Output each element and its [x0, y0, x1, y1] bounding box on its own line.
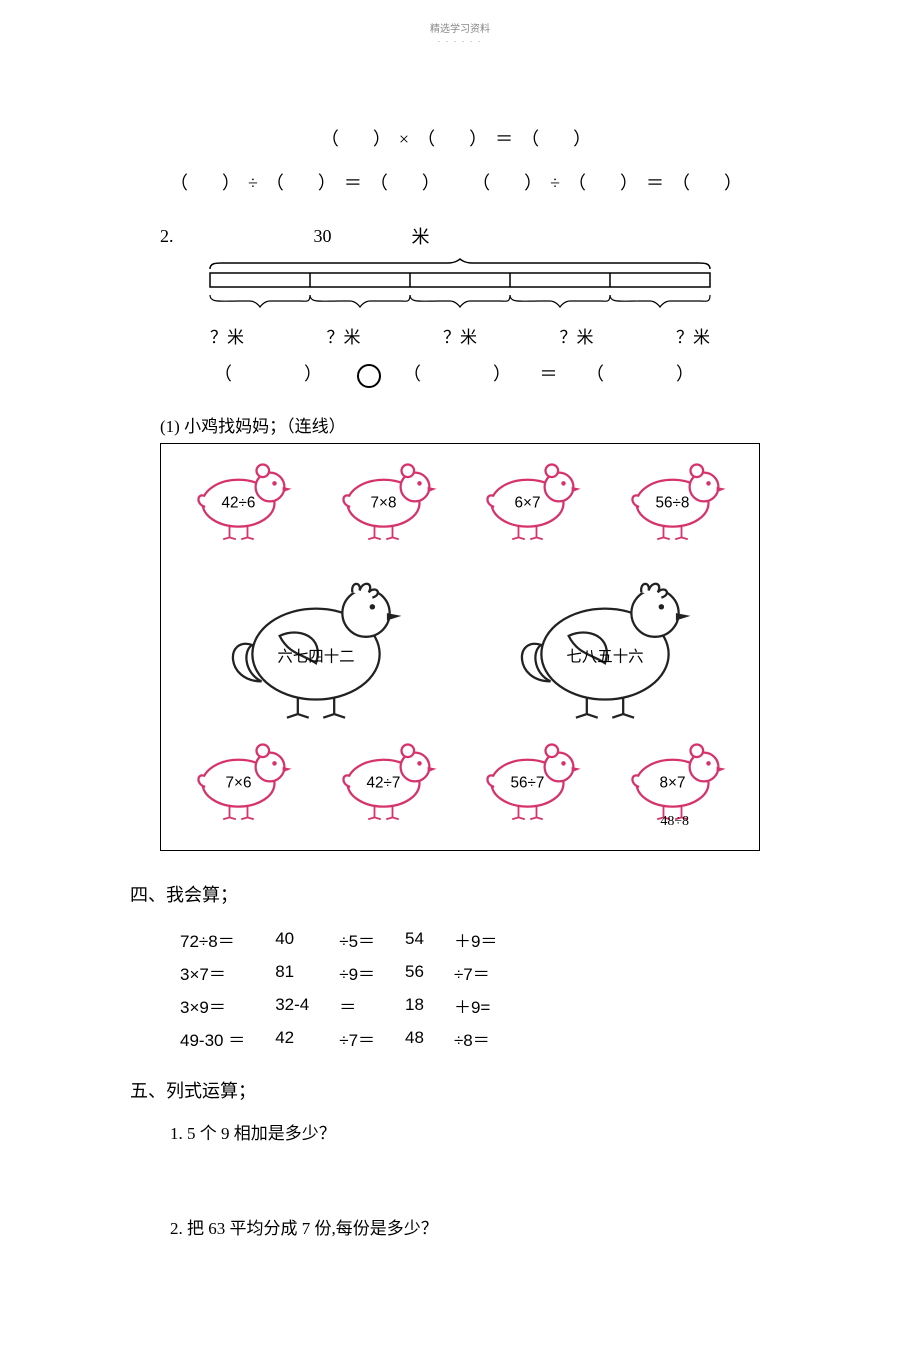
calc-cell: 72÷8＝	[180, 923, 275, 956]
q2-total: 30	[314, 226, 332, 247]
word-problem-1: 1. 5 个 9 相加是多少？	[160, 1119, 760, 1144]
hen-item: 六七四十二	[216, 560, 416, 730]
calc-cell: 3×7＝	[180, 956, 275, 989]
eq-sign: ＝	[540, 364, 570, 384]
calc-cell: 56	[405, 956, 454, 989]
svg-text:56÷8: 56÷8	[655, 495, 689, 512]
calc-cell: 54	[405, 923, 454, 956]
svg-text:7×6: 7×6	[226, 775, 252, 792]
chick-item: 7×8	[333, 460, 443, 550]
header-sub: - - - - - -	[0, 37, 920, 45]
calc-cell: ＋9=	[454, 989, 527, 1022]
chick-item: 6×7	[477, 460, 587, 550]
seg-label-3: ？米	[443, 323, 477, 348]
section5-title: 五、列式运算；	[130, 1077, 760, 1103]
seg-label-4: ？米	[560, 323, 594, 348]
eq-mult: （ ）×（ ）＝（ ）	[160, 125, 760, 151]
svg-text:42÷6: 42÷6	[222, 495, 256, 512]
calc-cell: 42	[275, 1022, 339, 1055]
calc-cell: 48	[405, 1022, 454, 1055]
seg-label-5: ？米	[676, 323, 710, 348]
svg-text:56÷7: 56÷7	[511, 775, 545, 792]
calc-cell: 18	[405, 989, 454, 1022]
calc-cell: 49-30 ＝	[180, 1022, 275, 1055]
chick-item: 7×6	[188, 740, 298, 830]
calc-cell: ÷7＝	[454, 956, 527, 989]
seg-label-1: ？米	[210, 323, 244, 348]
operator-circle	[357, 364, 381, 388]
section4-title: 四、我会算；	[130, 881, 760, 907]
header-title: 精选学习资料	[0, 20, 920, 35]
svg-text:7×8: 7×8	[370, 495, 396, 512]
seg-label-2: ？米	[327, 323, 361, 348]
q2-index: 2.	[160, 226, 174, 247]
calc-table: 72÷8＝40÷5＝54＋9＝ 3×7＝81÷9＝56÷7＝ 3×9＝32-4＝18…	[180, 923, 527, 1055]
calc-cell: ＋9＝	[454, 923, 527, 956]
eq-div-right: （ ）÷（ ）＝（ ）	[472, 169, 750, 195]
svg-text:6×7: 6×7	[515, 495, 541, 512]
segment-diagram	[160, 255, 760, 315]
matching-label: (1) 小鸡找妈妈；（连线）	[160, 412, 760, 437]
svg-text:六七四十二: 六七四十二	[277, 647, 354, 665]
extra-expr: 48÷8	[660, 814, 689, 830]
calc-cell: ÷8＝	[454, 1022, 527, 1055]
eq-div-left: （ ）÷（ ）＝（ ）	[170, 169, 448, 195]
calc-cell: ÷9＝	[339, 956, 405, 989]
chick-item: 42÷7	[333, 740, 443, 830]
blank-left: （ ）	[214, 364, 334, 384]
hen-item: 七八五十六	[505, 560, 705, 730]
word-problem-2: 2. 把 63 平均分成 7 份,每份是多少？	[160, 1214, 760, 1239]
calc-cell: 81	[275, 956, 339, 989]
svg-text:七八五十六: 七八五十六	[566, 647, 643, 665]
chick-item: 56÷8	[622, 460, 732, 550]
calc-cell: 40	[275, 923, 339, 956]
svg-text:42÷7: 42÷7	[366, 775, 400, 792]
calc-cell: ÷5＝	[339, 923, 405, 956]
calc-cell: ＝	[339, 989, 405, 1022]
chick-item: 42÷6	[188, 460, 298, 550]
svg-text:8×7: 8×7	[659, 775, 685, 792]
chick-item: 56÷7	[477, 740, 587, 830]
calc-cell: 32-4	[275, 989, 339, 1022]
blank-right: （ ）	[586, 364, 706, 384]
calc-cell: 3×9＝	[180, 989, 275, 1022]
calc-cell: ÷7＝	[339, 1022, 405, 1055]
blank-mid: （ ）	[403, 364, 523, 384]
matching-box: 42÷6 7×8 6×7	[160, 443, 760, 851]
q2-unit: 米	[412, 223, 430, 249]
